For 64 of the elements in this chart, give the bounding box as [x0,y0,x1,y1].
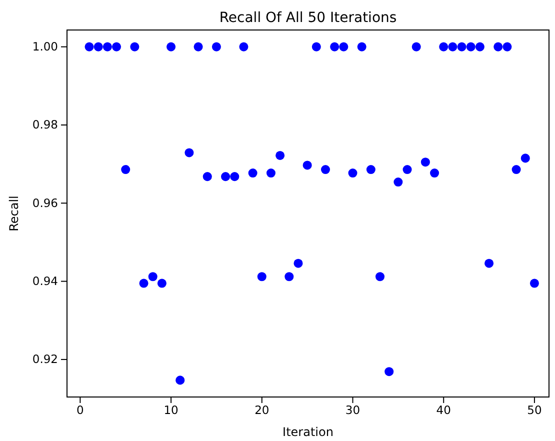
y-tick-label: 0.98 [32,118,58,132]
point [448,42,458,52]
point [366,165,376,174]
point [112,42,122,52]
point [384,367,394,376]
x-tick-label: 10 [164,403,178,418]
x-axis-title: Iteration [282,425,334,439]
point [157,278,166,288]
point [184,148,194,158]
point [130,42,140,52]
point [266,168,276,178]
x-tick-label: 40 [436,403,451,418]
point [257,272,266,282]
x-tick-label: 20 [254,403,270,418]
point [430,168,440,178]
point [484,258,494,268]
point [502,42,512,52]
point [402,165,412,174]
point [84,42,94,52]
x-tick-label: 0 [76,403,84,418]
point [276,150,285,160]
point [121,165,130,174]
point [248,168,258,178]
point [420,158,430,167]
point [439,42,448,52]
point [230,172,240,182]
point [512,165,521,174]
point [221,172,230,182]
point [330,42,340,52]
point [394,178,403,187]
point [357,42,366,52]
y-axis-title: Recall [7,196,21,232]
point [194,42,203,52]
point [466,42,476,52]
y-tick-label: 0.92 [32,352,58,366]
point [176,376,185,385]
point [294,258,303,268]
point [239,42,248,52]
point [284,272,294,282]
chart-title: Recall Of All 50 Iterations [219,10,397,26]
point [339,42,348,52]
point [148,272,158,282]
point [348,168,358,178]
point [320,165,330,174]
y-tick-label: 0.94 [32,274,58,288]
point [202,172,212,182]
point [494,42,503,52]
point [139,278,148,288]
y-tick-label: 1.00 [32,39,58,54]
x-tick-label: 50 [527,403,542,418]
point [102,42,112,52]
point [412,42,421,52]
x-tick-label: 30 [345,403,360,418]
point [166,42,176,52]
point [94,42,103,52]
point [475,42,484,52]
point [212,42,221,52]
point [530,278,539,288]
point [302,160,312,170]
point [312,42,321,52]
y-tick-label: 0.96 [32,196,58,210]
point [457,42,466,52]
point [375,272,385,282]
point [520,154,530,163]
